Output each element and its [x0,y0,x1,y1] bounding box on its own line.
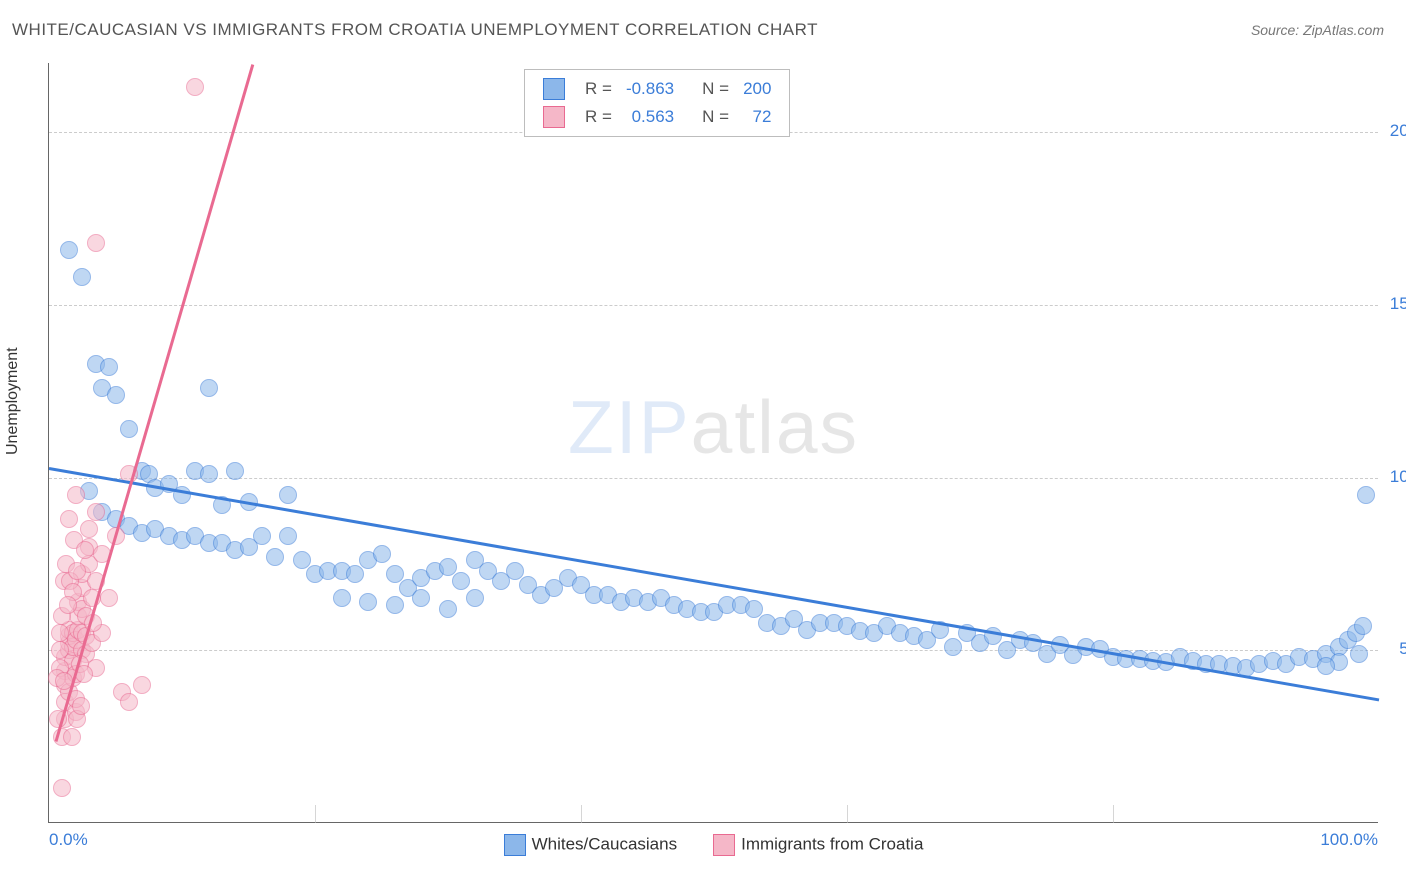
legend-n-label: N = [696,104,735,130]
scatter-point [120,693,138,711]
trend-line [54,64,254,742]
legend-r-label: R = [579,76,618,102]
legend-stats-table: R =-0.863 N =200 R =0.563 N =72 [535,74,779,132]
legend-r-value: -0.863 [620,76,680,102]
scatter-point [51,624,69,642]
legend-swatch [543,106,565,128]
scatter-point [466,589,484,607]
legend-stats-row: R =0.563 N =72 [537,104,777,130]
source-label: Source: ZipAtlas.com [1251,22,1384,38]
y-axis-tick-label: 15.0% [1383,294,1406,314]
legend-n-value: 200 [737,76,777,102]
watermark-zip: ZIP [568,385,691,469]
scatter-point [100,589,118,607]
gridline-vertical [847,805,848,823]
legend-n-value: 72 [737,104,777,130]
scatter-point [63,728,81,746]
legend-swatch [504,834,526,856]
scatter-point [186,78,204,96]
legend-stats-box: R =-0.863 N =200 R =0.563 N =72 [524,69,790,137]
legend-series: Whites/Caucasians Immigrants from Croatia [49,834,1378,856]
scatter-point [67,486,85,504]
y-axis-label: Unemployment [4,347,22,455]
scatter-point [226,462,244,480]
scatter-point [73,268,91,286]
trend-line [49,467,1380,701]
watermark-atlas: atlas [691,385,859,469]
legend-stats-row: R =-0.863 N =200 [537,76,777,102]
scatter-point [253,527,271,545]
scatter-point [346,565,364,583]
scatter-point [279,527,297,545]
scatter-point [439,600,457,618]
scatter-point [1354,617,1372,635]
y-axis-tick-label: 5.0% [1383,639,1406,659]
legend-r-label: R = [579,104,618,130]
legend-series-item: Immigrants from Croatia [713,834,923,856]
gridline-horizontal [49,305,1378,306]
scatter-point [53,779,71,797]
chart-container: Unemployment ZIPatlas R =-0.863N =200R =… [12,55,1394,877]
legend-series-name: Whites/Caucasians [532,834,678,853]
scatter-point [452,572,470,590]
scatter-point [386,596,404,614]
scatter-point [59,596,77,614]
legend-swatch [713,834,735,856]
scatter-point [200,379,218,397]
scatter-point [107,386,125,404]
scatter-point [87,234,105,252]
scatter-point [944,638,962,656]
scatter-point [120,420,138,438]
scatter-point [68,562,86,580]
gridline-vertical [581,805,582,823]
legend-swatch [543,78,565,100]
scatter-point [72,697,90,715]
gridline-horizontal [49,478,1378,479]
source-name: ZipAtlas.com [1303,22,1384,38]
scatter-point [1357,486,1375,504]
scatter-point [76,541,94,559]
scatter-point [359,593,377,611]
legend-series-item: Whites/Caucasians [504,834,678,856]
scatter-point [279,486,297,504]
watermark: ZIPatlas [568,384,859,470]
scatter-point [200,465,218,483]
legend-series-name: Immigrants from Croatia [741,834,923,853]
scatter-point [51,641,69,659]
scatter-point [87,503,105,521]
scatter-point [1350,645,1368,663]
scatter-point [60,510,78,528]
y-axis-tick-label: 10.0% [1383,467,1406,487]
gridline-vertical [315,805,316,823]
chart-title: WHITE/CAUCASIAN VS IMMIGRANTS FROM CROAT… [12,20,818,40]
scatter-point [60,241,78,259]
scatter-point [266,548,284,566]
scatter-point [373,545,391,563]
legend-n-label: N = [696,76,735,102]
y-axis-tick-label: 20.0% [1383,121,1406,141]
scatter-point [412,589,430,607]
scatter-point [100,358,118,376]
scatter-point [333,589,351,607]
plot-area: ZIPatlas R =-0.863 N =200R =0.563 N =72 0.… [48,63,1378,823]
source-prefix: Source: [1251,22,1303,38]
gridline-vertical [1113,805,1114,823]
scatter-point [133,676,151,694]
legend-r-value: 0.563 [620,104,680,130]
scatter-point [1317,657,1335,675]
